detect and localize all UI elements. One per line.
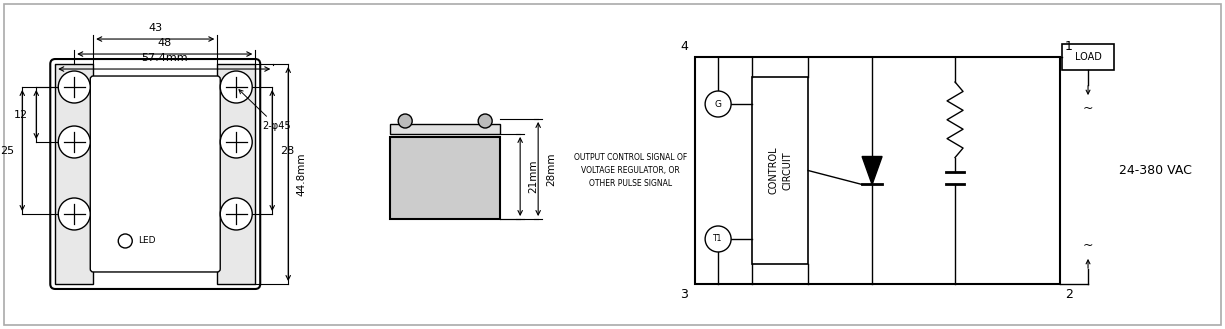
Text: 1: 1 <box>1065 40 1073 53</box>
Bar <box>1062 44 1114 70</box>
Circle shape <box>398 114 412 128</box>
Circle shape <box>220 198 252 230</box>
Text: 48: 48 <box>158 38 172 48</box>
Text: ~: ~ <box>1083 239 1093 252</box>
Text: 3: 3 <box>680 288 688 301</box>
Text: 2: 2 <box>1065 288 1073 301</box>
Text: 28mm: 28mm <box>546 152 556 186</box>
FancyBboxPatch shape <box>91 76 220 272</box>
Text: 2-φ45: 2-φ45 <box>239 90 290 131</box>
Circle shape <box>706 91 731 117</box>
Text: 24-380 VAC: 24-380 VAC <box>1118 164 1192 177</box>
Text: 43: 43 <box>148 23 162 33</box>
Text: LOAD: LOAD <box>1074 52 1101 62</box>
FancyBboxPatch shape <box>50 59 260 289</box>
Text: 12: 12 <box>15 110 28 119</box>
Bar <box>391 124 500 134</box>
Circle shape <box>220 71 252 103</box>
Circle shape <box>119 234 132 248</box>
Text: 57.4mm: 57.4mm <box>141 53 187 63</box>
Text: 44.8mm: 44.8mm <box>296 152 306 196</box>
Text: LED: LED <box>138 237 156 245</box>
Bar <box>55 64 93 284</box>
Bar <box>752 77 808 264</box>
Circle shape <box>706 226 731 252</box>
Text: 25: 25 <box>0 145 15 156</box>
Text: 4: 4 <box>680 40 688 53</box>
Bar <box>695 57 1060 284</box>
Text: CONTROL
CIRCUIT: CONTROL CIRCUIT <box>768 147 793 194</box>
Circle shape <box>59 126 91 158</box>
Text: 28: 28 <box>281 145 294 156</box>
Circle shape <box>59 198 91 230</box>
Text: G: G <box>714 99 722 109</box>
Circle shape <box>220 126 252 158</box>
Circle shape <box>59 71 91 103</box>
Bar <box>217 64 255 284</box>
Bar <box>391 137 500 219</box>
Text: T1: T1 <box>713 235 723 243</box>
Text: ~: ~ <box>1083 102 1093 115</box>
Text: 21mm: 21mm <box>528 160 538 193</box>
Circle shape <box>478 114 492 128</box>
Polygon shape <box>862 157 882 185</box>
Text: OUTPUT CONTROL SIGNAL OF
VOLTAGE REGULATOR, OR
OTHER PULSE SIGNAL: OUTPUT CONTROL SIGNAL OF VOLTAGE REGULAT… <box>573 153 687 188</box>
